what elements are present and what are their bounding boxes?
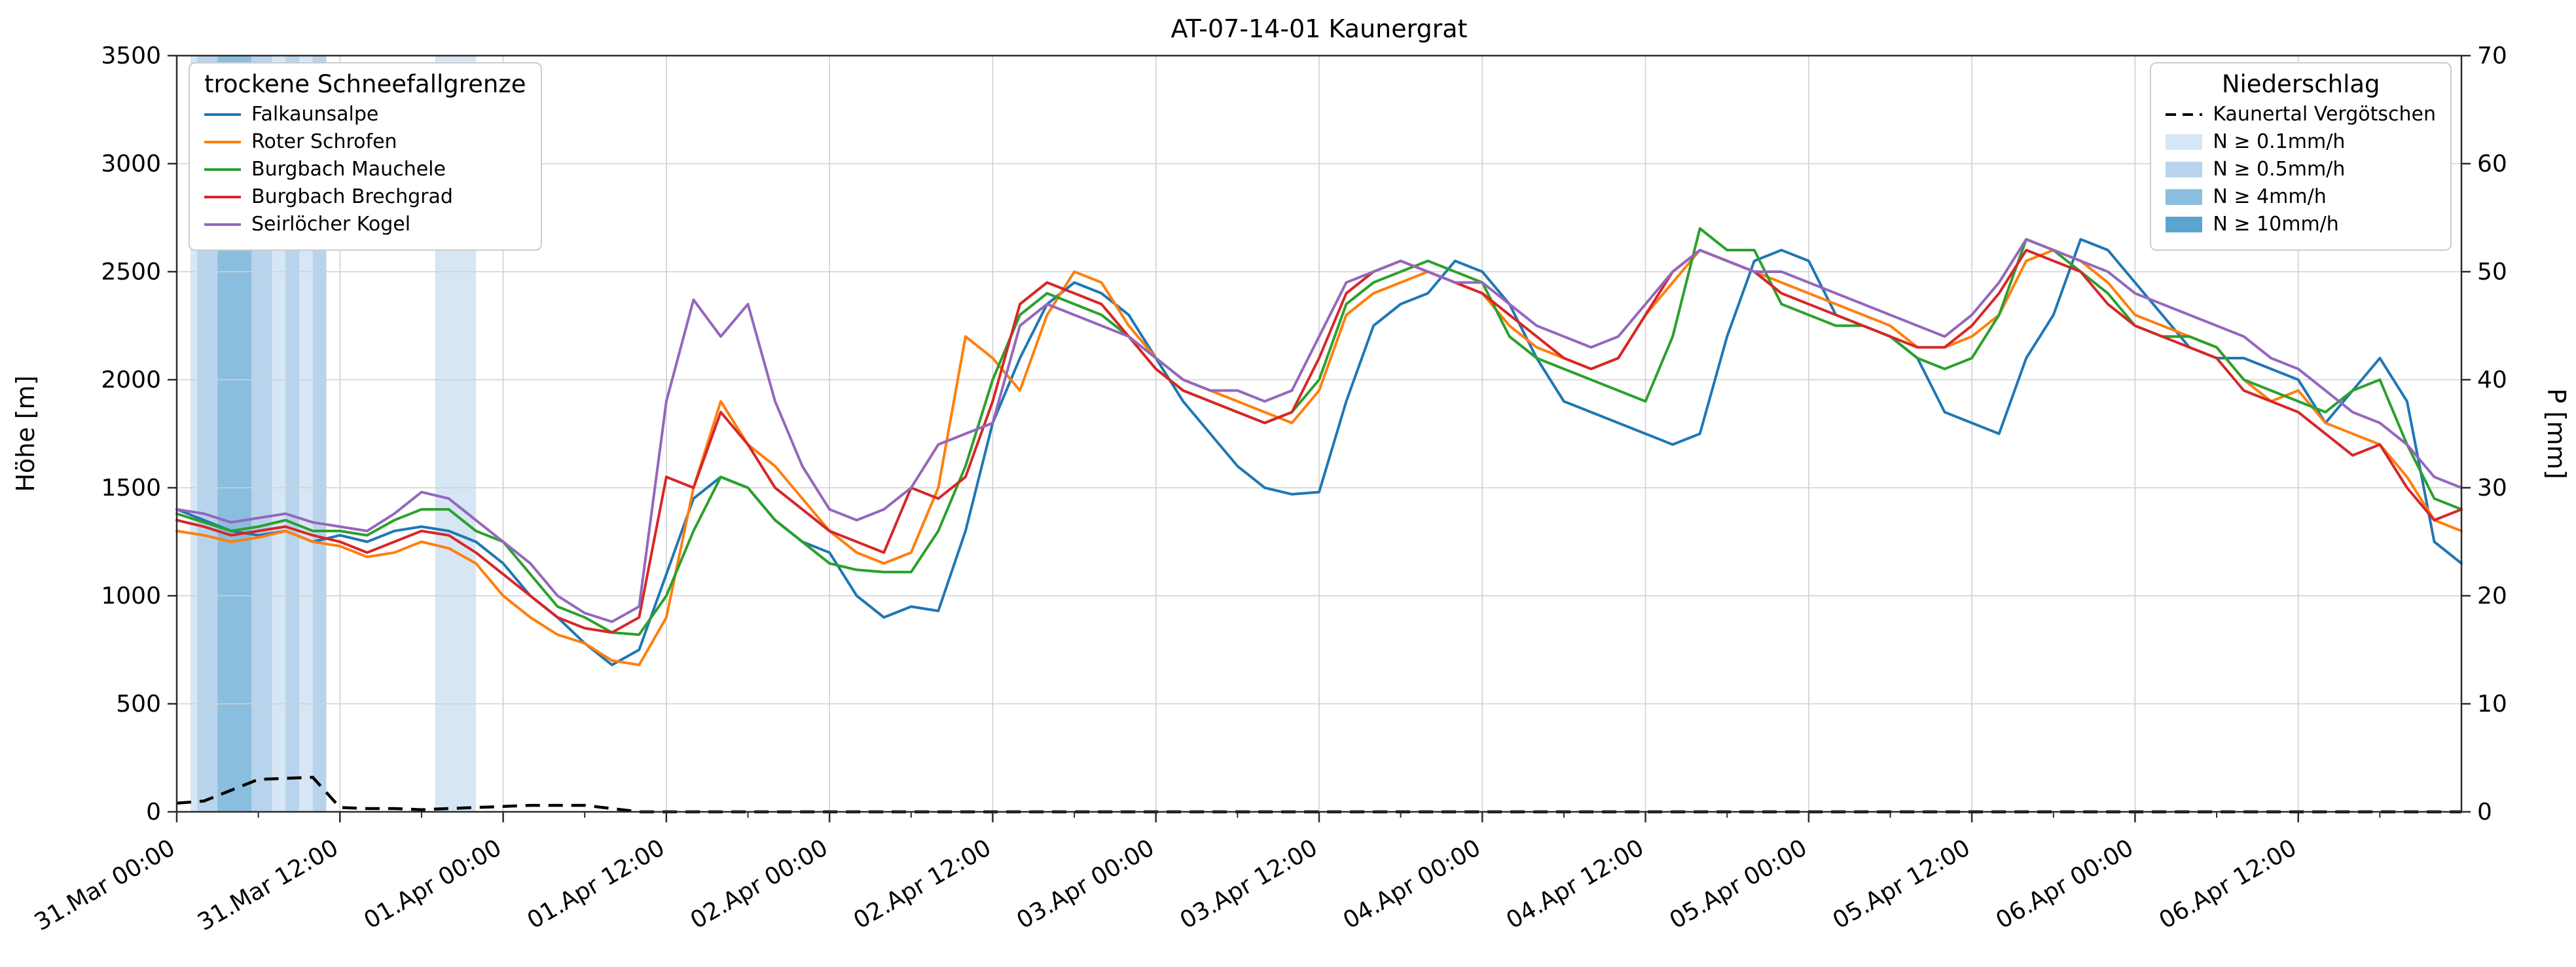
legend-line-swatch — [204, 168, 241, 171]
legend-entry-1: Roter Schrofen — [204, 130, 526, 153]
y-tick-label: 3000 — [101, 151, 161, 177]
tick-marks — [168, 54, 2471, 822]
y2-tick-label: 70 — [2477, 43, 2507, 69]
legend-snowline-items: Falkaunsalpe Roter Schrofen Burgbach Mauch… — [204, 103, 526, 236]
legend-entry-label: Seirlöcher Kogel — [251, 213, 411, 236]
legend-line-swatch — [204, 195, 241, 198]
y2-tick-label: 40 — [2477, 367, 2507, 393]
y-tick-label: 3500 — [101, 43, 161, 69]
legend-entry-label: Roter Schrofen — [251, 130, 397, 153]
x-tick-label: 04.Apr 00:00 — [1339, 834, 1485, 934]
legend-entry-label: N ≥ 4mm/h — [2213, 185, 2327, 208]
legend-entry-label: Falkaunsalpe — [251, 103, 379, 126]
legend-line-swatch — [204, 113, 241, 116]
chart-title: AT-07-14-01 Kaunergrat — [1170, 14, 1468, 43]
x-tick-label: 05.Apr 12:00 — [1828, 834, 1975, 934]
x-tick-label: 01.Apr 12:00 — [523, 834, 670, 934]
legend-precip-title: Niederschlag — [2221, 70, 2380, 98]
legend-snowline: trockene Schneefallgrenze Falkaunsalpe Ro… — [189, 62, 542, 251]
legend-entry-label: Kaunertal Vergötschen — [2213, 103, 2436, 126]
legend-band-swatch — [2166, 189, 2203, 205]
x-tick-label: 31.Mar 12:00 — [193, 834, 343, 936]
legend-entry-level-3: N ≥ 10mm/h — [2166, 213, 2436, 236]
x-tick-label: 03.Apr 12:00 — [1176, 834, 1322, 934]
legend-line-swatch — [204, 140, 241, 143]
x-tick-label: 06.Apr 12:00 — [2154, 834, 2301, 934]
legend-entry-label: Burgbach Mauchele — [251, 158, 446, 181]
legend-entry-0: Falkaunsalpe — [204, 103, 526, 126]
legend-band-swatch — [2166, 134, 2203, 150]
legend-entry-label: Burgbach Brechgrad — [251, 185, 453, 208]
x-tick-label: 04.Apr 12:00 — [1502, 834, 1648, 934]
y2-tick-label: 20 — [2477, 583, 2507, 610]
y-tick-label: 2500 — [101, 259, 161, 285]
x-tick-label: 02.Apr 00:00 — [686, 834, 833, 934]
legend-precip: Niederschlag Kaunertal Vergötschen N ≥ 0.… — [2150, 62, 2452, 251]
x-tick-label: 06.Apr 00:00 — [1991, 834, 2138, 934]
legend-entry-label: N ≥ 10mm/h — [2213, 213, 2339, 236]
legend-entry-level-2: N ≥ 4mm/h — [2166, 185, 2436, 208]
y2-tick-label: 10 — [2477, 691, 2507, 718]
y2-tick-label: 50 — [2477, 259, 2507, 285]
x-tick-label: 03.Apr 00:00 — [1012, 834, 1159, 934]
y-axis-label: Höhe [m] — [11, 375, 40, 492]
y-tick-label: 0 — [146, 799, 161, 826]
legend-snowline-title: trockene Schneefallgrenze — [204, 70, 526, 98]
series-line-seirl-cher-kogel — [175, 238, 2463, 623]
y2-tick-label: 30 — [2477, 475, 2507, 502]
x-tick-label: 01.Apr 00:00 — [359, 834, 506, 934]
y2-tick-label: 60 — [2477, 151, 2507, 177]
x-tick-label: 05.Apr 00:00 — [1665, 834, 1812, 934]
x-tick-label: 31.Mar 00:00 — [30, 834, 180, 936]
y-tick-label: 2000 — [101, 367, 161, 393]
y-tick-label: 500 — [116, 691, 161, 718]
x-tick-label: 02.Apr 12:00 — [849, 834, 996, 934]
y2-tick-label: 0 — [2477, 799, 2492, 826]
y-tick-label: 1500 — [101, 475, 161, 502]
legend-precip-items: Kaunertal Vergötschen N ≥ 0.1mm/h N ≥ 0.5m… — [2166, 103, 2436, 236]
legend-entry-label: N ≥ 0.1mm/h — [2213, 130, 2346, 153]
legend-dashed-line-swatch — [2166, 113, 2203, 116]
legend-entry-label: N ≥ 0.5mm/h — [2213, 158, 2346, 181]
legend-band-swatch — [2166, 216, 2203, 232]
legend-entry-precip-line: Kaunertal Vergötschen — [2166, 103, 2436, 126]
y-tick-label: 1000 — [101, 583, 161, 610]
series-line-burgbach-brechgrad — [175, 249, 2463, 634]
legend-entry-level-1: N ≥ 0.5mm/h — [2166, 158, 2436, 181]
legend-entry-3: Burgbach Brechgrad — [204, 185, 526, 208]
legend-band-swatch — [2166, 161, 2203, 177]
y2-axis-label: P [mm] — [2542, 388, 2571, 479]
legend-line-swatch — [204, 223, 241, 226]
legend-entry-4: Seirlöcher Kogel — [204, 213, 526, 236]
precip-line — [176, 775, 2461, 814]
legend-entry-level-0: N ≥ 0.1mm/h — [2166, 130, 2436, 153]
legend-entry-2: Burgbach Mauchele — [204, 158, 526, 181]
